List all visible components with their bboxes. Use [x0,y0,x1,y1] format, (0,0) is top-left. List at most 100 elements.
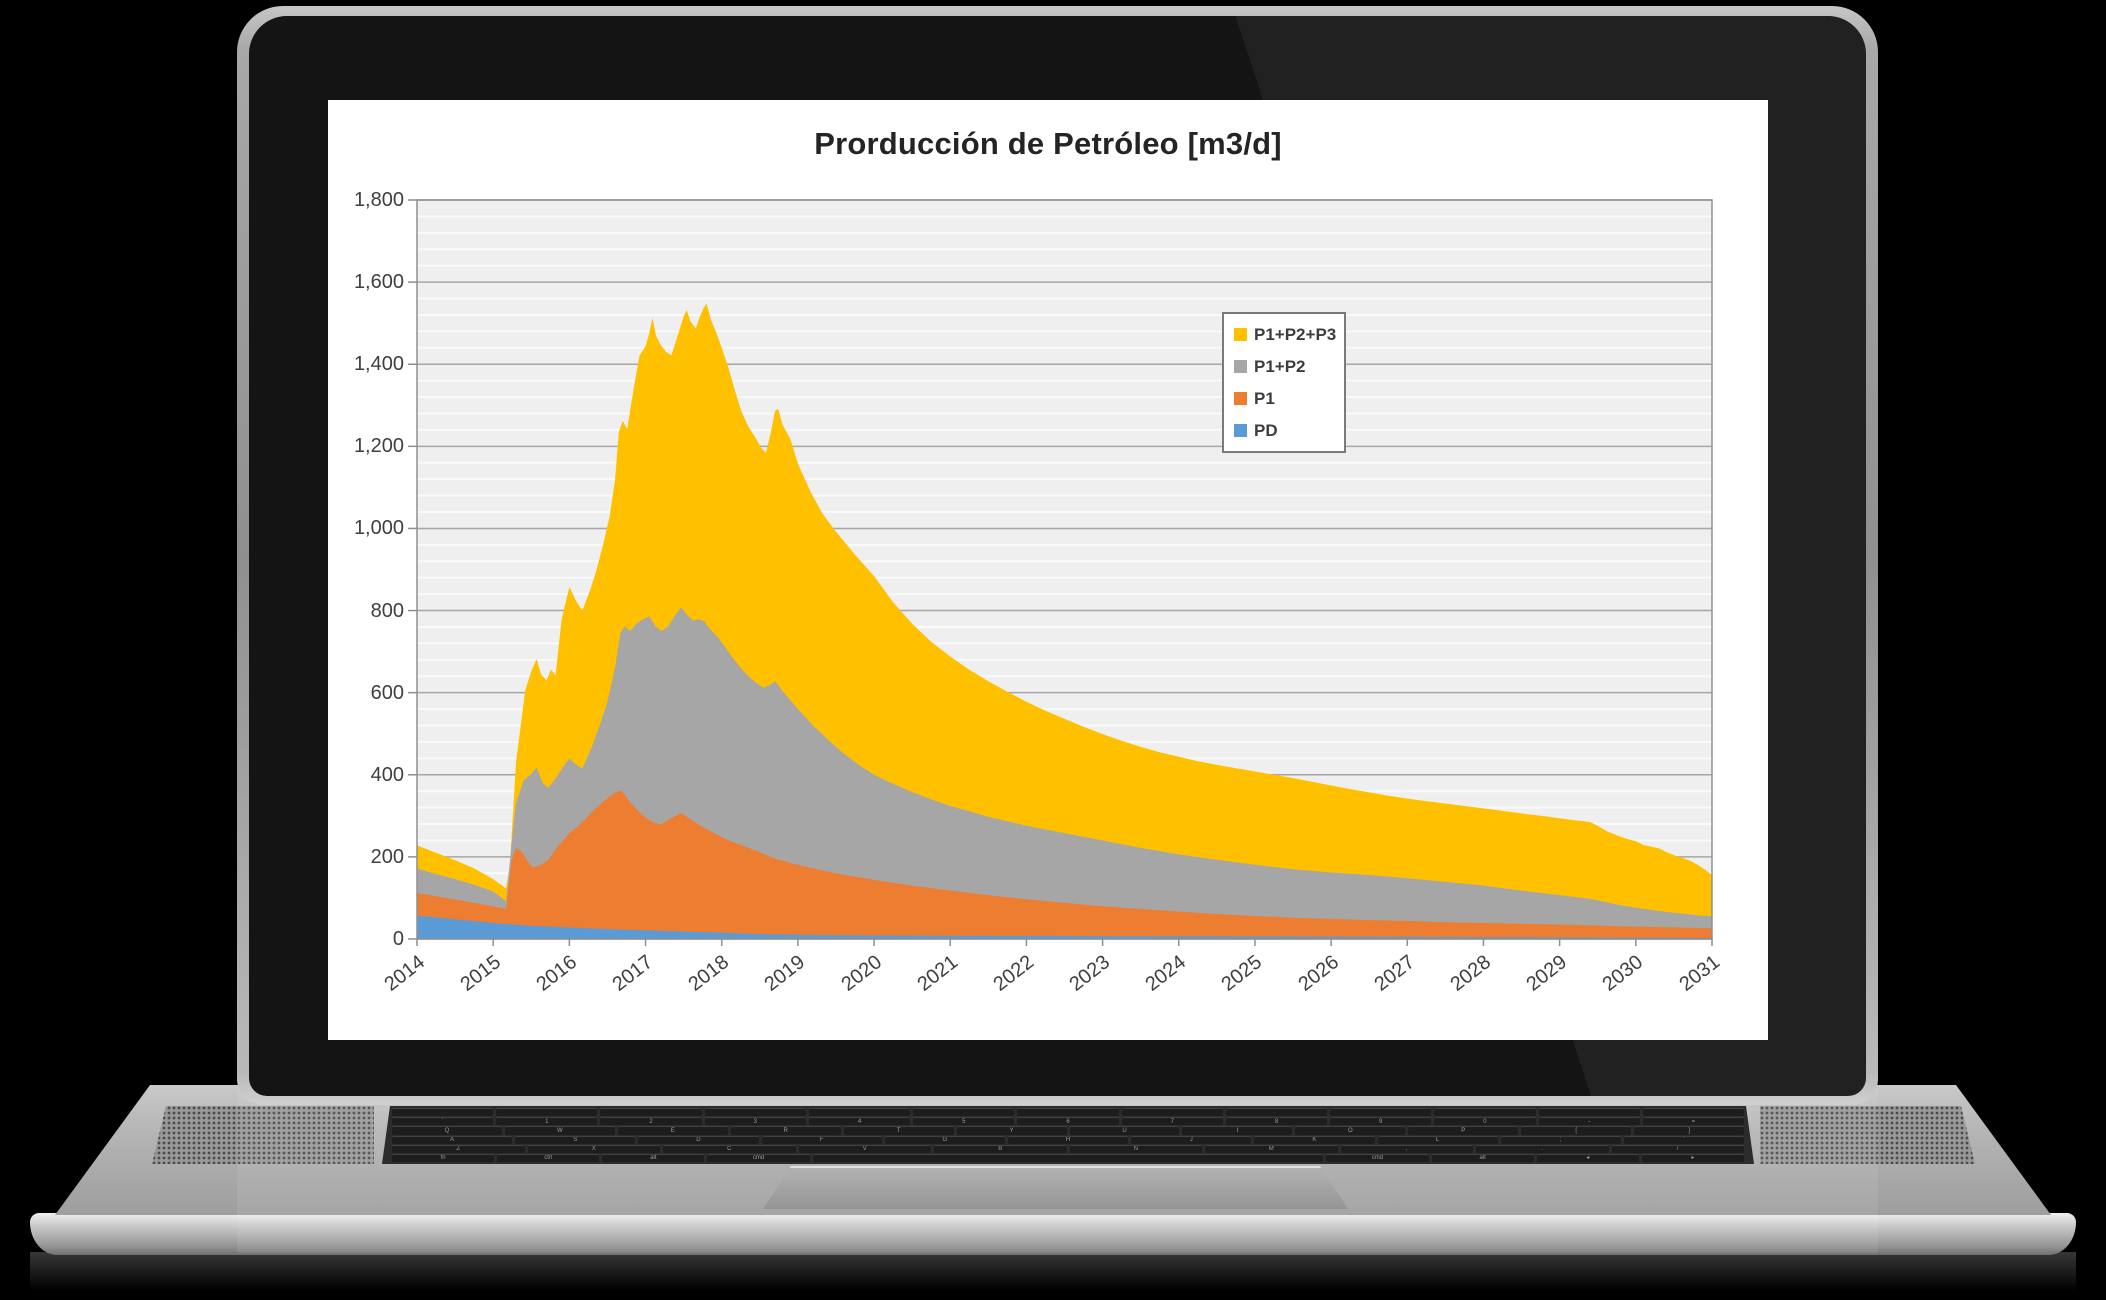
area-P1 [417,790,1712,939]
key [809,1108,910,1116]
speaker-grille-left [152,1106,374,1164]
chart-title: Prorducción de Petróleo [m3/d] [814,126,1282,161]
key-Y: Y [957,1126,1067,1134]
key-C: C [663,1145,796,1153]
legend-swatch-p1-icon [1234,392,1247,405]
key-Q: Q [392,1126,502,1134]
legend-item: P1 [1234,390,1334,407]
key [1226,1108,1327,1116]
key-0: 0 [1434,1117,1535,1125]
key [1643,1108,1744,1116]
trackpad [763,1166,1348,1209]
plot-border [416,199,1713,940]
key-V: V [799,1145,932,1153]
key-4: 4 [809,1117,910,1125]
key-◂: ◂ [1537,1154,1639,1162]
legend-item: PD [1234,422,1334,439]
area-PD [417,915,1712,939]
key-[: [ [1521,1126,1631,1134]
legend-label: P1+P2+P3 [1254,325,1337,344]
key-fn: fn [392,1154,494,1162]
key-W: W [505,1126,615,1134]
keyboard: ` 1 2 3 4 5 6 7 8 9 0- = Q W E R T Y U I O P[] A S D F G H J K L; ' Z X C V… [382,1106,1754,1164]
key [1434,1108,1535,1116]
key-.: . [1476,1145,1609,1153]
chart-legend: P1+P2+P3 P1+P2 P1 PD [1222,312,1346,453]
key-alt: alt [602,1154,704,1162]
key [1017,1108,1118,1116]
key-8: 8 [1226,1117,1327,1125]
key-H: H [1008,1136,1128,1144]
key-F: F [762,1136,882,1144]
y-tick-label: 400 [370,763,404,786]
keyboard-row: ` 1 2 3 4 5 6 7 8 9 0- = [392,1117,1744,1125]
key-6: 6 [1017,1117,1118,1125]
key-ctrl: ctrl [497,1154,599,1162]
key-Z: Z [392,1145,525,1153]
key-3: 3 [705,1117,806,1125]
key [600,1108,701,1116]
key [392,1108,493,1116]
key-O: O [1295,1126,1405,1134]
x-axis-labels: 2014 2015 2016 2017 2018 2019 2020 2021 2022 2023… [379,951,1724,996]
y-tick-label: 1,400 [353,353,404,376]
keyboard-row: A S D F G H J K L; ' [392,1136,1744,1144]
y-tick-label: 1,800 [353,189,404,211]
y-tick-label: 200 [370,845,404,868]
key-S: S [515,1136,635,1144]
legend-swatch-pd-icon [1234,424,1247,437]
legend-label: PD [1254,421,1278,440]
laptop-front-edge [30,1213,2076,1255]
key-cmd: cmd [707,1154,809,1162]
key-1: 1 [496,1117,597,1125]
key-R: R [731,1126,841,1134]
key [1330,1108,1431,1116]
key-P: P [1408,1126,1518,1134]
key-T: T [844,1126,954,1134]
legend-item: P1+P2 [1234,358,1334,375]
speaker-grille-right [1760,1106,1975,1164]
y-tick-label: 1,000 [353,517,404,540]
key-X: X [528,1145,661,1153]
keyboard-row: fn ctrl alt cmd cmd alt ◂ ▸ [392,1154,1744,1162]
key [913,1108,1014,1116]
key [1539,1108,1640,1116]
key-I: I [1182,1126,1292,1134]
key-=: = [1643,1117,1744,1125]
key-9: 9 [1330,1117,1431,1125]
y-tick-label: 0 [392,928,404,950]
legend-swatch-p1p2-icon [1234,360,1247,373]
key-/: / [1612,1145,1745,1153]
key-;: ; [1501,1136,1621,1144]
legend-swatch-p1p2p3-icon [1234,328,1247,341]
key-J: J [1131,1136,1251,1144]
keyboard-row: Z X C V B N M,. / [392,1145,1744,1153]
key--: - [1539,1117,1640,1125]
legend-label: P1 [1254,389,1275,408]
key-G: G [885,1136,1005,1144]
key-▸: ▸ [1642,1154,1744,1162]
key-M: M [1205,1145,1338,1153]
key [1122,1108,1223,1116]
key-B: B [934,1145,1067,1153]
area-chart [408,199,1713,946]
key-`: ` [392,1117,493,1125]
laptop-shadow [30,1252,2076,1298]
legend-label: P1+P2 [1254,357,1306,376]
legend-item: P1+P2+P3 [1234,325,1337,344]
key-U: U [1070,1126,1180,1134]
key-2: 2 [600,1117,701,1125]
key-cmd: cmd [1326,1154,1428,1162]
key-E: E [618,1126,728,1134]
keyboard-row [392,1108,1744,1116]
key-7: 7 [1122,1117,1223,1125]
keyboard-row: Q W E R T Y U I O P[] [392,1126,1744,1134]
key-]: ] [1634,1126,1744,1134]
key-alt: alt [1432,1154,1534,1162]
y-tick-label: 1,200 [353,435,404,458]
key-': ' [1624,1136,1744,1144]
y-tick-label: 600 [370,681,404,704]
key-,: , [1341,1145,1474,1153]
key-K: K [1254,1136,1374,1144]
